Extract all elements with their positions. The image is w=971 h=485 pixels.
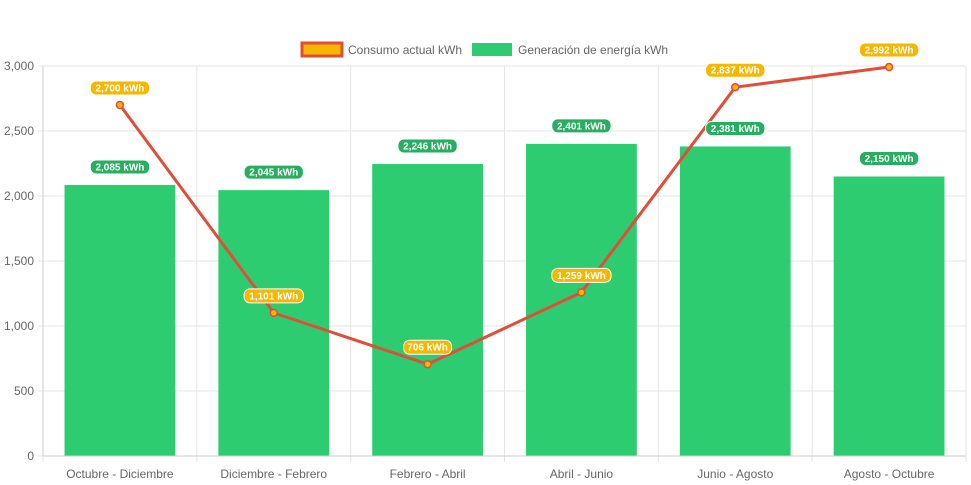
x-tick-label: Abril - Junio [550,467,614,481]
line-value-label-bg [89,80,151,96]
line-value-label-text: 1,259 kWh [557,271,606,282]
bar-generacion[interactable] [372,164,483,456]
bar-value-label: 2,246 kWh [397,138,458,154]
bar-value-label: 2,401 kWh [551,118,612,134]
line-value-label: 706 kWh [403,339,453,355]
line-value-label-text: 706 kWh [407,343,448,354]
bar-value-label-text: 2,150 kWh [865,154,914,165]
y-tick-label: 3,000 [4,59,34,73]
line-value-label-bg [551,267,612,283]
bar-generacion[interactable] [679,146,791,456]
y-tick-label: 0 [27,449,34,463]
line-value-label-text: 2,700 kWh [95,84,144,95]
y-tick-label: 2,000 [4,189,34,203]
legend-label-generacion: Generación de energía kWh [518,43,668,57]
x-tick-label: Octubre - Diciembre [66,467,174,481]
legend: Consumo actual kWh Generación de energía… [300,41,668,58]
bar-value-label: 2,150 kWh [858,151,920,166]
bar-value-label-bg [243,164,304,180]
consumo-point[interactable] [423,359,432,369]
bar-value-label: 2,045 kWh [243,164,304,180]
bar-value-label-bg [397,138,458,154]
line-value-label-bg [243,288,304,304]
bar-value-label-text: 2,085 kWh [95,162,144,173]
line-consumo [115,62,894,369]
consumo-line [118,65,890,366]
x-tick-label: Febrero - Abril [390,467,466,481]
y-tick-label: 1,000 [4,319,34,333]
bar-value-label-bg [551,118,612,134]
consumo-point[interactable] [577,288,586,297]
line-value-label-bg [705,62,766,78]
y-tick-label: 1,500 [4,254,34,268]
bar-generacion[interactable] [526,143,637,456]
legend-swatch-generacion [472,43,512,56]
axes: 0 500 1,000 1,500 2,000 2,500 3,000 Octubre - D… [4,59,966,481]
line-value-label: 1,101 kWh [243,288,304,304]
line-value-label: 2,837 kWh [705,62,766,78]
consumo-point[interactable] [269,308,278,318]
legend-label-consumo: Consumo actual kWh [348,43,462,57]
line-value-label: 1,259 kWh [551,267,612,283]
legend-item-generacion[interactable]: Generación de energía kWh [472,43,668,57]
x-tick-label: Junio - Agosto [697,467,773,481]
bar-value-label-text: 2,381 kWh [711,124,760,135]
x-tick-label: Agosto - Octubre [844,467,935,481]
bar-value-label-text: 2,246 kWh [403,142,452,153]
consumo-point[interactable] [731,82,740,92]
consumo-point[interactable] [115,100,125,110]
line-value-label-bg [403,339,453,355]
bar-generacion[interactable] [64,184,176,456]
line-value-label-text: 1,101 kWh [249,291,298,302]
bar-value-label-text: 2,045 kWh [249,168,298,179]
bar-value-label-text: 2,401 kWh [557,121,606,132]
bar-value-label-bg [858,151,920,166]
y-tick-label: 2,500 [4,124,34,138]
bars-generacion [64,143,945,457]
grid [38,65,967,462]
bar-value-label: 2,381 kWh [705,120,766,136]
x-tick-label: Diciembre - Febrero [220,467,327,481]
line-value-label-bg [858,42,920,58]
bar-value-label: 2,085 kWh [89,159,151,175]
line-value-label-text: 2,837 kWh [711,66,760,77]
line-value-label: 2,700 kWh [89,80,151,96]
bar-value-label-bg [705,120,766,136]
line-value-label: 2,992 kWh [858,42,920,58]
line-value-label-text: 2,992 kWh [865,46,914,57]
consumo-point[interactable] [884,62,894,72]
bar-generacion[interactable] [218,190,330,456]
bar-generacion[interactable] [833,176,945,457]
bar-value-label-bg [89,159,151,175]
data-labels: 2,085 kWh 2,045 kWh 2,246 kWh 2,401 kWh 2,38… [89,42,920,355]
legend-item-consumo[interactable]: Consumo actual kWh [300,41,462,58]
y-tick-label: 500 [14,384,34,398]
legend-swatch-consumo [300,41,344,58]
